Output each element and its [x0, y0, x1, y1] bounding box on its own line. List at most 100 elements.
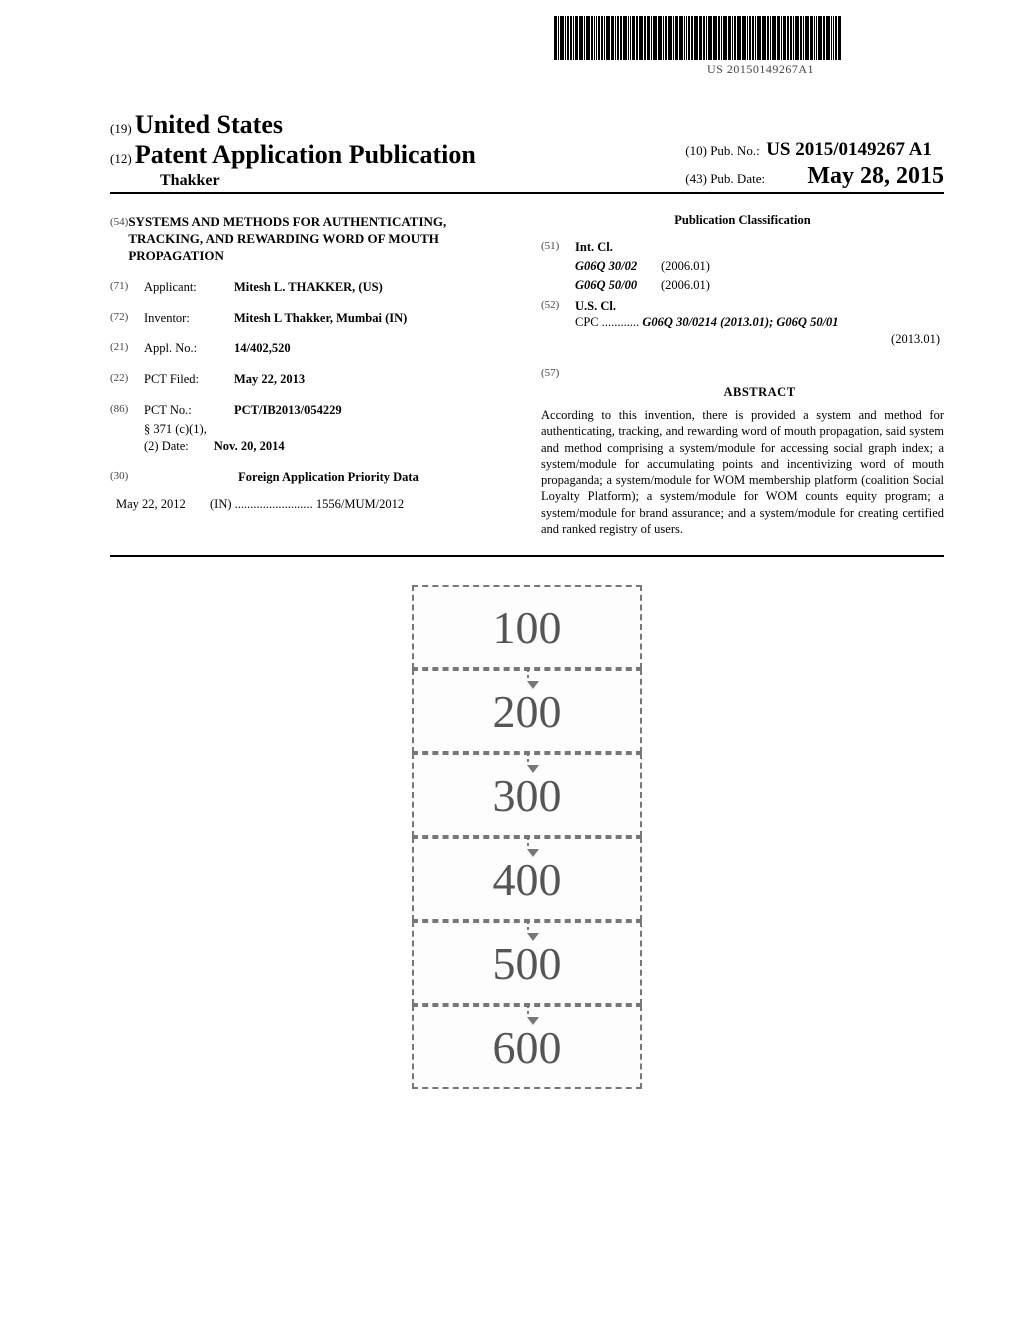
pctfiled-label: PCT Filed:: [144, 371, 234, 388]
barcode-bar: [615, 16, 616, 60]
pub-label: Patent Application Publication: [135, 140, 476, 169]
diagram-box: 100: [412, 585, 642, 669]
barcode-bar: [795, 16, 799, 60]
barcode-bar: [688, 16, 690, 60]
barcode-bar: [679, 16, 683, 60]
barcode-bar: [833, 16, 834, 60]
barcode-bar: [694, 16, 698, 60]
pubno-label: Pub. No.:: [710, 143, 759, 158]
barcode-bar: [706, 16, 707, 60]
barcode-bar: [793, 16, 794, 60]
left-column: (54) SYSTEMS AND METHODS FOR AUTHENTICAT…: [110, 212, 513, 537]
barcode-bar: [732, 16, 733, 60]
barcode-bar: [665, 16, 667, 60]
barcode-bar: [762, 16, 766, 60]
pubdate-value: May 28, 2015: [807, 163, 944, 189]
barcode-bar: [565, 16, 566, 60]
barcode-bar: [757, 16, 761, 60]
invention-title: SYSTEMS AND METHODS FOR AUTHENTICATING, …: [128, 214, 513, 265]
foreign-head: Foreign Application Priority Data: [144, 469, 513, 486]
barcode-bar: [790, 16, 792, 60]
barcode-bar: [673, 16, 674, 60]
barcode-bar: [810, 16, 813, 60]
pubdate-label: Pub. Date:: [710, 171, 765, 186]
uscl-num: (52): [541, 298, 575, 315]
uscl-label: U.S. Cl.: [575, 298, 616, 315]
abstract-head: ABSTRACT: [575, 384, 944, 401]
barcode-bar: [668, 16, 672, 60]
barcode-bar: [783, 16, 786, 60]
barcode-bar: [691, 16, 693, 60]
barcode-bar: [713, 16, 717, 60]
pctfiled-num: (22): [110, 371, 144, 388]
pc-head: Publication Classification: [541, 212, 944, 229]
s371-date-value: Nov. 20, 2014: [214, 439, 285, 453]
barcode-bar: [699, 16, 702, 60]
pub-prefix: (12): [110, 151, 132, 166]
barcode-bar: [558, 16, 559, 60]
barcode-bar: [728, 16, 731, 60]
country: United States: [135, 110, 283, 139]
intcl-label: Int. Cl.: [575, 239, 613, 256]
applicant-label: Applicant:: [144, 279, 234, 296]
cpc-val1: G06Q 30/0214 (2013.01); G06Q 50/01: [642, 315, 838, 329]
barcode-bar: [749, 16, 751, 60]
barcode-bar: [630, 16, 631, 60]
barcode-number: US 20150149267A1: [707, 62, 814, 77]
foreign-date: May 22, 2012: [110, 496, 210, 513]
barcode-bar: [770, 16, 771, 60]
pubdate-prefix: (43): [685, 171, 707, 186]
barcode-bar: [838, 16, 841, 60]
barcode-bar: [623, 16, 627, 60]
pctno-label: PCT No.:: [144, 402, 234, 419]
barcode-bar: [560, 16, 564, 60]
barcode-bar: [601, 16, 603, 60]
pubno-prefix: (10): [685, 143, 707, 158]
barcode-bar: [604, 16, 605, 60]
foreign-cc: (IN): [210, 496, 232, 513]
barcode-bar: [651, 16, 652, 60]
barcode-bar: [575, 16, 578, 60]
barcode-bar: [596, 16, 597, 60]
barcode-bar: [772, 16, 776, 60]
barcode-bar: [826, 16, 830, 60]
applno-num: (21): [110, 340, 144, 357]
barcode-bar: [636, 16, 638, 60]
foreign-app: 1556/MUM/2012: [316, 496, 404, 513]
applno-value: 14/402,520: [234, 340, 291, 357]
barcode-bar: [579, 16, 583, 60]
foreign-num: (30): [110, 469, 144, 486]
barcode-bar: [684, 16, 685, 60]
barcode-bar: [708, 16, 712, 60]
barcode-bar: [628, 16, 629, 60]
barcode-bar: [787, 16, 789, 60]
barcode-bar: [781, 16, 782, 60]
author-name: Thakker: [110, 172, 476, 190]
header: (19) United States (12) Patent Applicati…: [110, 110, 944, 194]
barcode-bar: [823, 16, 825, 60]
barcode-bar: [567, 16, 569, 60]
applicant-num: (71): [110, 279, 144, 296]
barcode-bar: [818, 16, 822, 60]
intcl1-date: (2006.01): [661, 258, 710, 275]
barcode-bar: [653, 16, 657, 60]
inventor-label: Inventor:: [144, 310, 234, 327]
foreign-dots: .........................: [235, 496, 313, 513]
barcode-bar: [594, 16, 595, 60]
barcode-bar: [606, 16, 610, 60]
flow-diagram: 100200300400500600: [387, 585, 667, 1089]
barcode-bar: [742, 16, 746, 60]
barcode-bar: [816, 16, 817, 60]
right-column: Publication Classification (51) Int. Cl.…: [541, 212, 944, 537]
barcode-bar: [620, 16, 622, 60]
inventor-value: Mitesh L Thakker, Mumbai (IN): [234, 311, 407, 325]
barcode-bar: [570, 16, 572, 60]
barcode: [554, 12, 914, 60]
barcode-bar: [721, 16, 722, 60]
barcode-bar: [718, 16, 720, 60]
s371-label: § 371 (c)(1),: [110, 421, 513, 438]
barcode-bar: [800, 16, 802, 60]
barcode-bar: [752, 16, 754, 60]
abstract-text: According to this invention, there is pr…: [541, 407, 944, 537]
barcode-bar: [584, 16, 585, 60]
